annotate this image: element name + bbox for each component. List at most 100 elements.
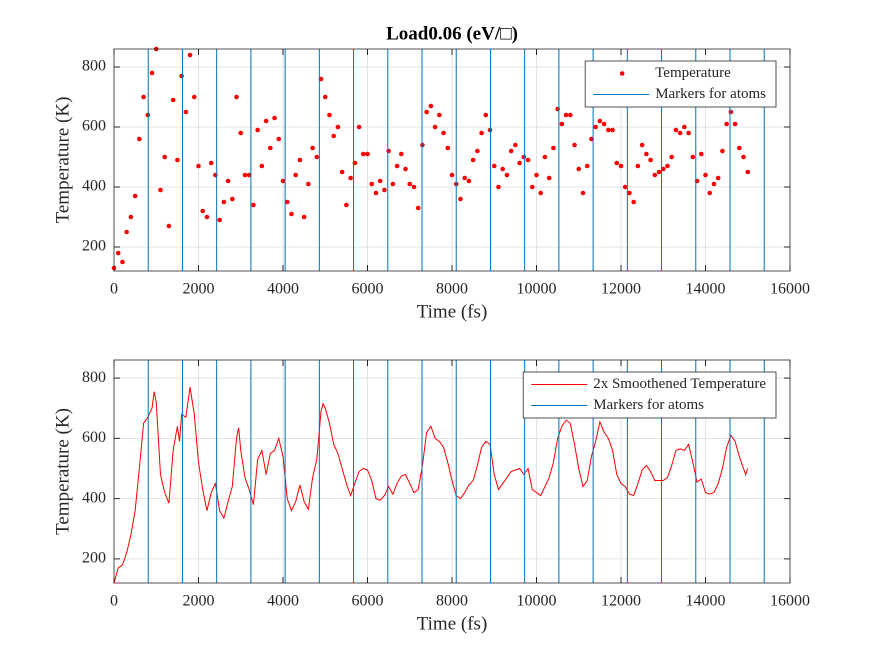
data-point (339, 169, 345, 175)
data-point (568, 112, 573, 118)
data-point (622, 184, 628, 190)
x-tick-label: 6000 (352, 281, 384, 298)
data-point (508, 148, 514, 154)
data-point (707, 190, 713, 196)
data-point (297, 157, 303, 163)
data-point (635, 163, 641, 169)
x-tick-label: 4000 (267, 281, 299, 298)
data-point (204, 214, 210, 220)
data-point (644, 151, 649, 157)
x-axis-label: Time (fs) (417, 301, 488, 322)
data-point (149, 70, 155, 76)
data-point (724, 121, 729, 127)
data-point (246, 172, 252, 178)
data-point (306, 181, 311, 187)
y-tick-label: 600 (82, 429, 106, 446)
x-tick-label: 10000 (517, 593, 557, 610)
data-line (113, 387, 749, 584)
data-point (529, 184, 535, 190)
legend-label: 2x Smoothened Temperature (593, 376, 766, 392)
data-point (208, 160, 214, 166)
data-point (513, 142, 518, 148)
axes-frame (113, 48, 791, 272)
data-point (259, 163, 265, 169)
data-point (741, 154, 746, 160)
data-point (441, 130, 446, 136)
data-point (546, 175, 552, 181)
data-point (280, 178, 286, 184)
data-point (715, 175, 721, 181)
data-point (394, 163, 400, 169)
data-point (483, 112, 489, 118)
data-point (132, 193, 138, 199)
data-point (521, 154, 527, 160)
axes: 0 2000 4000 6000 8000 10000 12000 14000 16000 200… (52, 359, 810, 634)
data-point (373, 190, 379, 196)
data-point (445, 145, 451, 151)
data-point (390, 181, 396, 187)
data-point (660, 166, 666, 172)
data-point (639, 142, 645, 148)
data-point (191, 94, 197, 100)
data-point (682, 124, 687, 130)
data-point (631, 199, 636, 205)
data-point (732, 121, 738, 127)
data-point (673, 127, 679, 133)
data-point (276, 136, 282, 142)
x-tick-label: 12000 (601, 593, 641, 610)
x-tick-label: 14000 (686, 281, 726, 298)
data-point (335, 124, 341, 130)
y-tick-label: 800 (82, 58, 106, 75)
data-point (686, 130, 691, 136)
data-point (141, 94, 146, 100)
x-tick-label: 8000 (436, 281, 468, 298)
data-point (268, 145, 273, 151)
data-point (187, 52, 193, 58)
data-point (669, 154, 674, 160)
data-point (310, 145, 315, 151)
data-point (331, 133, 337, 139)
data-point (745, 169, 751, 175)
x-tick-label: 0 (110, 593, 118, 610)
data-point (542, 154, 548, 160)
data-point (703, 172, 708, 178)
data-point (720, 148, 725, 154)
y-tick-label: 200 (82, 550, 106, 567)
data-point (221, 199, 227, 205)
data-point (728, 109, 734, 115)
data-point (525, 157, 531, 163)
data-point (255, 127, 260, 133)
data-point (610, 127, 615, 133)
x-tick-label: 2000 (183, 281, 215, 298)
data-point (597, 118, 603, 124)
data-point (238, 130, 244, 136)
legend: 2x Smoothened Temperature Markers for ato… (522, 371, 777, 419)
data-point (382, 187, 387, 193)
y-tick-label: 800 (82, 369, 106, 386)
data-point (272, 115, 277, 121)
data-point (115, 250, 121, 256)
data-point (293, 172, 298, 178)
data-point (356, 124, 362, 130)
data-point (369, 181, 375, 187)
data-point (572, 142, 577, 148)
data-point (348, 175, 353, 181)
data-point (470, 157, 476, 163)
data-point (225, 178, 231, 184)
data-point (179, 73, 184, 79)
x-tick-label: 6000 (352, 593, 384, 610)
data-point (175, 157, 180, 163)
legend-label: Temperature (655, 65, 731, 81)
data-point (162, 154, 167, 160)
data-point (517, 160, 522, 166)
axes: 0 2000 4000 6000 8000 10000 12000 14000 16000 200… (52, 23, 810, 322)
data-point (711, 181, 717, 187)
data-point (601, 121, 607, 127)
data-point (403, 166, 408, 172)
legend-label: Markers for atoms (655, 86, 766, 102)
data-point (327, 112, 332, 118)
data-point (158, 187, 163, 193)
data-point (128, 214, 134, 220)
data-point (466, 178, 472, 184)
data-point (301, 214, 307, 220)
